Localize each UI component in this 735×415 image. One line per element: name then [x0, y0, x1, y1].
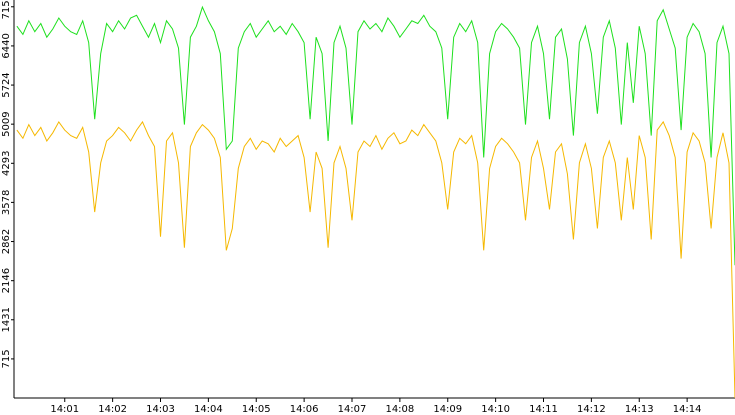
- x-tick-label: 14:10: [481, 404, 510, 415]
- y-tick-label: 5724: [1, 72, 12, 97]
- x-tick-label: 14:02: [98, 404, 127, 415]
- x-tick-label: 14:11: [529, 404, 558, 415]
- x-tick-label: 14:08: [385, 404, 414, 415]
- x-tick-label: 14:04: [194, 404, 223, 415]
- y-tick-label: 7156: [1, 0, 12, 20]
- series-line: [16, 120, 735, 399]
- y-tick-label: 2862: [1, 229, 12, 254]
- y-tick-label: 2146: [1, 268, 12, 293]
- x-tick-label: 14:14: [673, 404, 702, 415]
- x-tick-label: 14:07: [338, 404, 367, 415]
- y-tick-label: 715: [1, 349, 12, 368]
- x-tick-label: 14:06: [290, 404, 319, 415]
- y-tick-label: 3578: [1, 190, 12, 215]
- x-tick-label: 14:01: [50, 404, 79, 415]
- x-tick-label: 14:03: [146, 404, 175, 415]
- x-tick-label: 14:12: [577, 404, 606, 415]
- y-tick-label: 6440: [1, 33, 12, 58]
- y-tick-label: 5009: [1, 111, 12, 136]
- y-tick-label: 4293: [1, 151, 12, 176]
- x-tick-label: 14:09: [433, 404, 462, 415]
- x-tick-label: 14:05: [242, 404, 271, 415]
- y-tick-label: 1431: [1, 307, 12, 332]
- x-tick-label: 14:13: [625, 404, 654, 415]
- series-line: [16, 5, 735, 266]
